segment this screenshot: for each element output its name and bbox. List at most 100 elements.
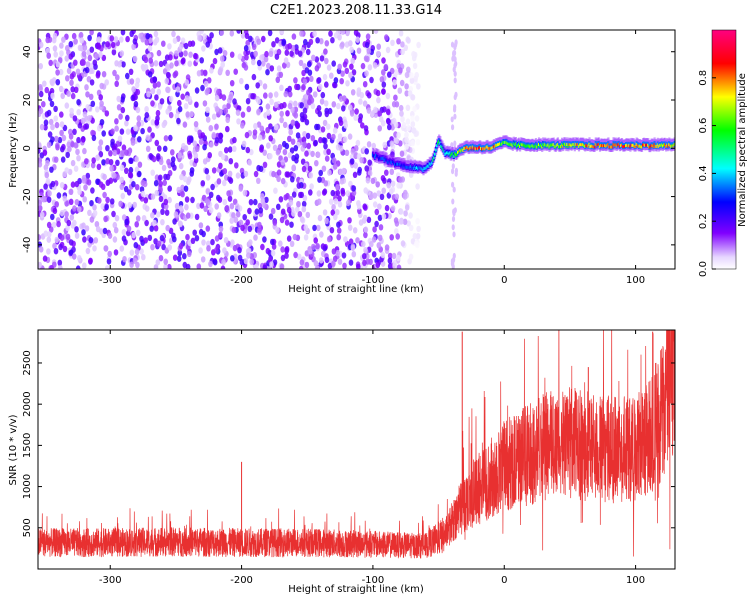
spectrogram-cell — [302, 141, 307, 148]
spectrogram-cell — [273, 101, 279, 109]
spectrogram-cell — [173, 70, 179, 77]
spectrogram-cell — [159, 98, 165, 105]
spectrogram-cell — [144, 219, 149, 227]
spectrogram-cell — [58, 265, 63, 269]
spectrogram-cell — [154, 139, 160, 147]
spectrogram-cell — [341, 105, 346, 112]
spectrogram-cell — [41, 101, 46, 108]
spectrogram-cell — [262, 236, 267, 243]
spectrogram-cell — [453, 140, 457, 147]
spectrogram-cell — [307, 165, 313, 173]
spectrogram-track-core — [572, 143, 575, 146]
spectrogram-cell — [381, 81, 387, 88]
spectrogram-cell — [87, 209, 92, 216]
spectrogram-cell — [266, 62, 271, 70]
spectrogram-cell — [114, 118, 119, 125]
spectrogram-cell — [350, 148, 356, 155]
spectrogram-cell — [305, 211, 311, 219]
spectrogram-cell — [284, 246, 290, 253]
spectrogram-cell — [97, 197, 102, 204]
spectrogram-cell — [302, 78, 308, 85]
spectrogram-cell — [76, 109, 81, 116]
spectrogram-cell — [76, 155, 81, 162]
spectrogram-cell — [276, 161, 282, 168]
spectrogram-cell — [322, 209, 328, 216]
spectrogram-cell — [46, 236, 52, 243]
spectrogram-cell — [145, 145, 151, 152]
spectrogram-cell — [52, 32, 58, 40]
spectrogram-cell — [133, 125, 138, 132]
spectrogram-cell — [323, 180, 329, 187]
spectrogram-cell — [375, 50, 381, 58]
spectrogram-cell — [230, 255, 235, 262]
spectrogram-cell — [371, 142, 377, 150]
spectrogram-cell — [355, 36, 361, 43]
spectrogram-track-core — [604, 144, 607, 148]
spectrogram-cell — [220, 61, 225, 68]
spectrogram-cell — [279, 263, 285, 269]
spectrogram-cell — [192, 229, 197, 236]
spectrogram-cell — [127, 202, 132, 209]
spectrogram-cell — [204, 168, 210, 175]
spectrogram-track-core — [673, 142, 675, 146]
spectrogram-cell — [224, 204, 230, 212]
spectrogram-cell — [89, 79, 95, 86]
spectrogram-cell — [120, 192, 126, 200]
spectrogram-cell — [235, 109, 241, 116]
spectrogram-cell — [301, 165, 307, 173]
spectrogram-cell — [276, 203, 281, 210]
spectrogram-cell — [132, 201, 137, 209]
spectrogram-cell — [313, 237, 319, 244]
spectrogram-cell — [340, 41, 345, 48]
spectrogram-cell — [168, 111, 174, 119]
spectrogram-cell — [58, 243, 63, 251]
spectrogram-cell — [116, 95, 121, 103]
spectrogram-cell — [194, 235, 200, 242]
spectrogram-cell — [375, 261, 381, 269]
spectrogram-cell — [219, 170, 224, 177]
spectrogram-cell — [128, 68, 134, 76]
spectrogram-cell — [187, 153, 193, 160]
spectrogram-cell — [89, 46, 95, 53]
spectrogram-cell — [169, 62, 174, 69]
spectrogram-cell — [235, 203, 240, 210]
spectrogram-cell — [76, 136, 81, 144]
spectrogram-cell — [286, 235, 292, 242]
spectrogram-cell — [265, 247, 271, 255]
spectrogram-cell — [54, 121, 60, 129]
spectrogram-cell — [366, 189, 371, 196]
spectrogram-cell — [287, 43, 293, 50]
spectrogram-cell — [299, 259, 305, 266]
spectrogram-cell — [247, 207, 252, 215]
spectrogram-cell — [355, 237, 360, 244]
spectrogram-cell — [158, 158, 164, 165]
spectrogram-cell — [345, 190, 351, 197]
spectrogram-cell — [405, 104, 411, 112]
spectrogram-cell — [331, 248, 337, 255]
spectrogram-track-core — [645, 143, 648, 147]
spectrogram-cell — [238, 185, 244, 192]
spectrogram-cell — [50, 123, 55, 131]
spectrogram-cell — [101, 71, 107, 78]
spectrogram-cell — [363, 247, 368, 254]
spectrogram-cell — [231, 226, 237, 234]
spectrogram-cell — [450, 142, 454, 149]
spectrogram-cell — [72, 128, 77, 135]
x-tick-label: 0 — [501, 275, 507, 286]
spectrogram-track-core — [635, 143, 638, 146]
spectrogram-cell — [243, 170, 249, 178]
spectrogram-cell — [201, 45, 206, 52]
spectrogram-cell — [217, 196, 223, 203]
spectrogram-cell — [404, 136, 410, 144]
spectrogram-cell — [203, 80, 209, 88]
spectrogram-cell — [66, 90, 71, 97]
spectrogram-cell — [385, 117, 391, 125]
spectrogram-cell — [288, 128, 294, 136]
spectrogram-cell — [248, 199, 254, 206]
spectrogram-cell — [121, 144, 127, 151]
spectrogram-cell — [256, 121, 262, 128]
spectrogram-cell — [360, 122, 365, 129]
spectrogram-cell — [315, 243, 320, 250]
spectrogram-cell — [109, 165, 114, 172]
spectrogram-cell — [299, 191, 305, 199]
